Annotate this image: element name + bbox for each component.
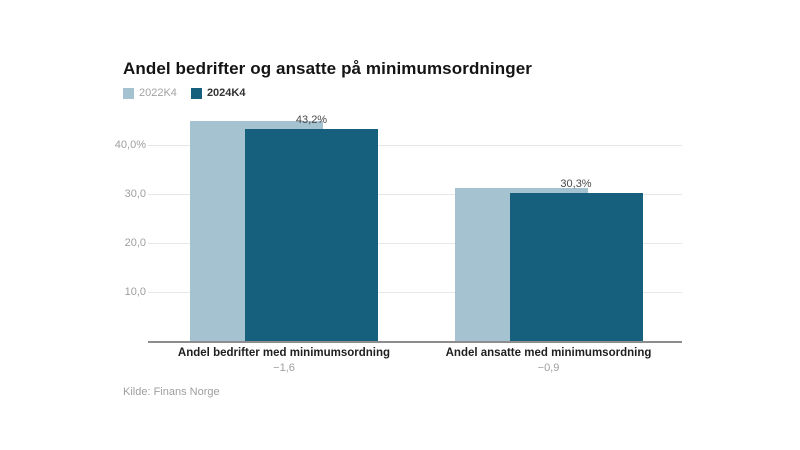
legend-item-2024k4[interactable]: 2024K4 xyxy=(190,87,246,99)
legend-item-label: 2024K4 xyxy=(206,87,246,99)
gridline-30 xyxy=(148,194,682,195)
y-axis-tick-label: 20,0 xyxy=(124,237,146,249)
y-axis-tick-label: 30,0 xyxy=(124,188,146,200)
legend-item-2022k4[interactable]: 2022K4 xyxy=(123,87,177,99)
legend-swatch-icon xyxy=(190,87,202,99)
gridline-10 xyxy=(148,292,682,293)
bar-2024k4-group1[interactable] xyxy=(245,129,378,341)
bar-2024k4-group2[interactable] xyxy=(509,192,643,341)
gridline-20 xyxy=(148,243,682,244)
x-axis-category-sublabel: −1,6 xyxy=(273,362,295,374)
x-axis-line xyxy=(148,341,682,343)
x-axis-category-label: Andel ansatte med minimumsordning xyxy=(445,347,652,359)
legend-item-label: 2022K4 xyxy=(139,87,177,99)
x-axis-category-sublabel: −0,9 xyxy=(537,362,560,374)
y-axis-tick-label: 10,0 xyxy=(124,286,146,298)
source-credit: Kilde: Finans Norge xyxy=(123,386,220,398)
gridline-40 xyxy=(148,145,682,146)
chart-title: Andel bedrifter og ansatte på minimumsor… xyxy=(123,59,532,78)
bar-value-label: 30,3% xyxy=(560,177,592,190)
y-axis-tick-label: 40,0% xyxy=(114,139,146,151)
bar-value-label: 43,2% xyxy=(295,114,328,127)
legend: 2022K4 2024K4 xyxy=(123,87,245,99)
x-axis-category-label: Andel bedrifter med minimumsordning xyxy=(177,347,391,359)
legend-swatch-icon xyxy=(123,87,134,99)
